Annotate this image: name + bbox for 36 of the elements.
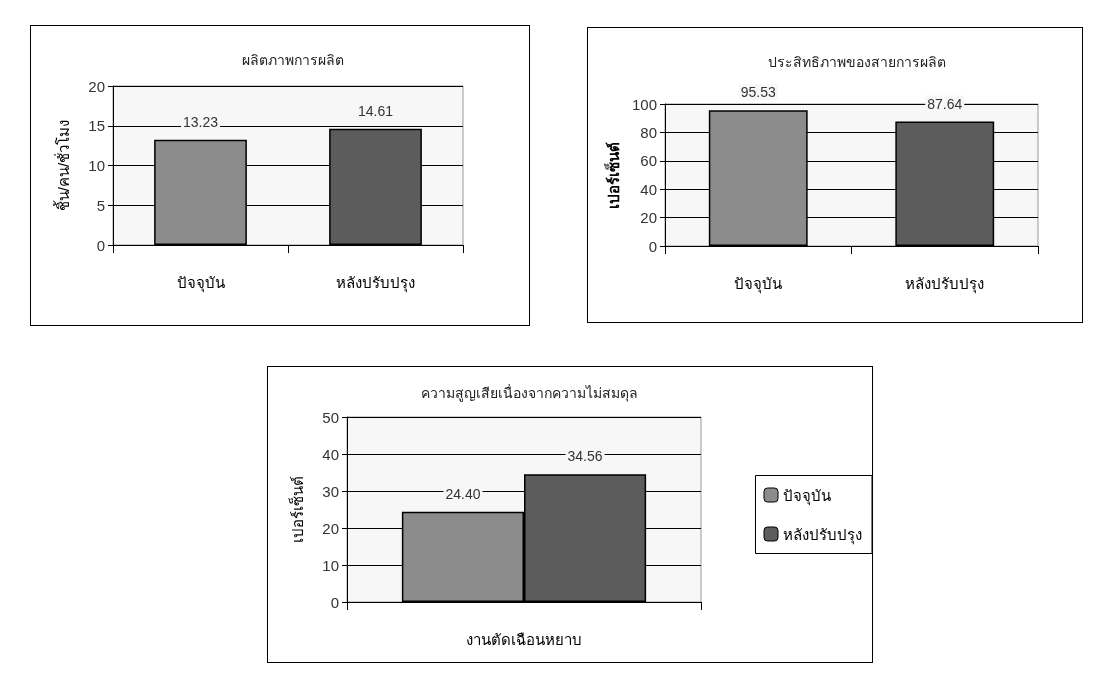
y-tick-label: 10 (322, 556, 339, 574)
y-tick-label: 60 (640, 152, 657, 170)
y-tick-label: 30 (322, 482, 339, 500)
data-label: 24.40 (445, 485, 481, 502)
x-tick-label: หลังปรับปรุง (336, 274, 415, 293)
data-label: 13.23 (182, 113, 219, 130)
y-tick-label: 10 (88, 157, 105, 174)
x-tick-label: หลังปรับปรุง (905, 275, 985, 294)
y-tick-label: 80 (640, 123, 657, 141)
y-tick-label: 100 (631, 95, 657, 113)
y-tick-label: 20 (88, 77, 105, 95)
y-tick-label: 40 (322, 445, 339, 463)
y-tick-label: 0 (330, 593, 339, 611)
y-tick-label: 20 (322, 519, 339, 537)
legend-label: ปัจจุบัน (783, 486, 831, 506)
y-tick-label: 0 (648, 237, 657, 255)
x-tick-label: ปัจจุบัน (176, 274, 225, 293)
y-axis-title: เปอร์เซ็นต์ (604, 141, 623, 209)
legend-label: หลังปรับปรุง (783, 525, 862, 545)
data-label: 14.61 (357, 102, 394, 119)
y-tick-label: 50 (322, 408, 339, 426)
y-tick-label: 0 (96, 236, 105, 254)
x-tick-label: ปัจจุบัน (734, 275, 783, 294)
y-tick-label: 15 (88, 117, 105, 135)
y-tick-label: 40 (640, 180, 657, 198)
chart-title: ผลิตภาพการผลิต (242, 52, 344, 68)
y-axis-title: เปอร์เซ็นต์ (288, 476, 306, 543)
data-label: 95.53 (740, 84, 776, 101)
y-tick-label: 5 (96, 196, 105, 214)
data-label: 87.64 (927, 95, 963, 112)
chart-title: ความสูญเสียเนื่องจากความไม่สมดุล (420, 384, 638, 402)
y-axis-title: ชิ้น/คน/ชั่วโมง (53, 119, 72, 212)
y-tick-label: 20 (640, 209, 657, 227)
data-label: 34.56 (567, 448, 603, 465)
chart-title: ประสิทธิภาพของสายการผลิต (767, 54, 946, 70)
x-tick-label: งานตัดเฉือนหยาบ (466, 631, 582, 648)
